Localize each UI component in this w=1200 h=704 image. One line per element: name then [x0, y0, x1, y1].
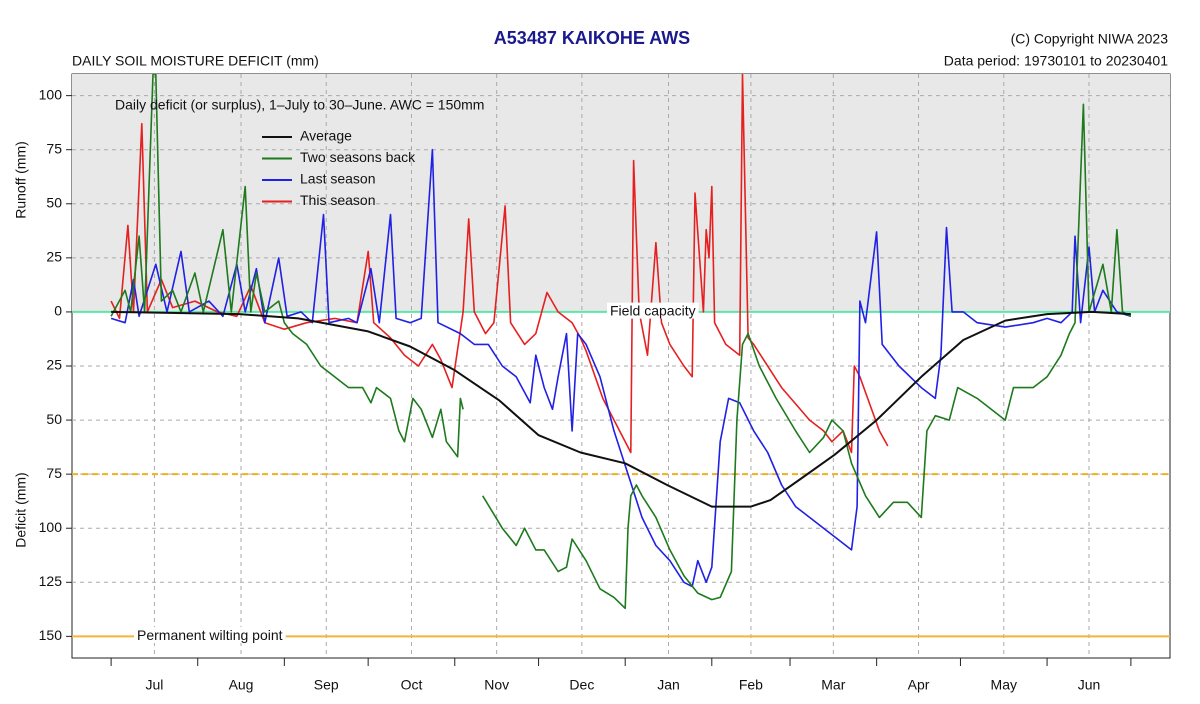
y-tick-label: 50 [46, 411, 62, 427]
y-tick-label: 50 [46, 194, 62, 210]
copyright: (C) Copyright NIWA 2023 [1011, 31, 1169, 47]
x-tick-label: Jun [1078, 677, 1101, 693]
x-tick-label: Feb [739, 677, 763, 693]
y-axis-label: Deficit (mm) [13, 472, 29, 547]
data-period: Data period: 19730101 to 20230401 [944, 53, 1168, 69]
x-tick-label: Oct [401, 677, 423, 693]
legend-label: Average [300, 128, 352, 144]
series-line [110, 74, 889, 454]
reference-label: Field capacity [610, 303, 696, 319]
series-line [110, 148, 1132, 588]
y-axis-label: Runoff (mm) [13, 141, 29, 219]
annotation: Daily deficit (or surplus), 1–July to 30… [115, 97, 484, 113]
x-tick-label: Apr [908, 677, 930, 693]
x-tick-label: Dec [569, 677, 594, 693]
y-tick-label: 25 [46, 357, 62, 373]
series-line [111, 310, 1131, 508]
x-tick-label: Jul [145, 677, 163, 693]
y-tick-label: 0 [54, 303, 62, 319]
label-background [134, 627, 286, 644]
y-tick-label: 75 [46, 140, 62, 156]
x-tick-label: May [991, 677, 1017, 693]
y-tick-label: 125 [39, 573, 63, 589]
chart-title: A53487 KAIKOHE AWS [494, 28, 690, 48]
legend-label: This season [300, 192, 375, 208]
x-tick-label: Sep [314, 677, 339, 693]
x-tick-label: Jan [657, 677, 680, 693]
y-tick-label: 150 [39, 627, 63, 643]
label-background [607, 302, 699, 319]
y-tick-label: 75 [46, 465, 62, 481]
x-tick-label: Nov [484, 677, 509, 693]
y-tick-label: 100 [39, 86, 63, 102]
legend-label: Last season [300, 171, 376, 187]
y-tick-label: 100 [39, 519, 63, 535]
x-tick-label: Mar [821, 677, 845, 693]
plot-lines [110, 74, 1132, 610]
y-tick-label: 25 [46, 249, 62, 265]
x-tick-label: Aug [229, 677, 254, 693]
legend-label: Two seasons back [300, 149, 416, 165]
series-line [110, 74, 1132, 610]
reference-label: Permanent wilting point [137, 627, 283, 643]
chart-subtitle: DAILY SOIL MOISTURE DEFICIT (mm) [72, 53, 319, 69]
